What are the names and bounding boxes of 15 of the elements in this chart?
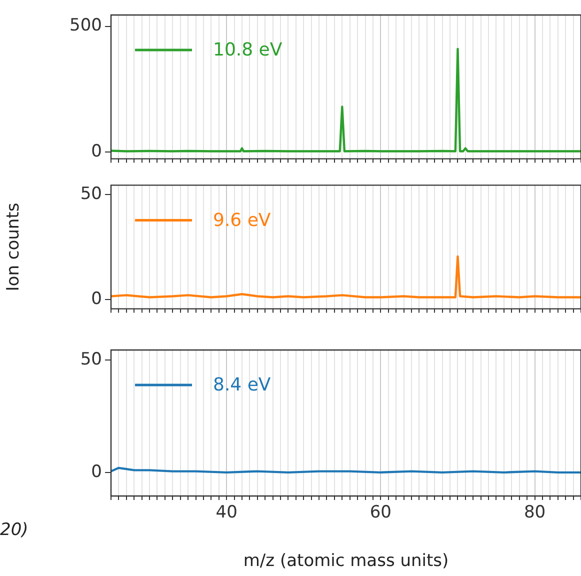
y-tick-label: 0: [91, 288, 102, 309]
legend-label: 8.4 eV: [213, 374, 272, 396]
y-tick-label: 0: [91, 462, 102, 482]
y-tick-label: 50: [80, 184, 102, 204]
x-tick-label: 60: [370, 502, 392, 523]
y-tick-label: 500: [70, 16, 102, 36]
legend-label: 9.6 eV: [213, 210, 272, 231]
x-axis-title: m/z (atomic mass units): [243, 551, 449, 572]
y-tick-label: 0: [91, 141, 102, 162]
x-tick-label: 40: [216, 502, 238, 523]
legend-label: 10.8 eV: [213, 40, 283, 61]
x-tick-label: 80: [524, 502, 546, 523]
y-tick-label: 50: [80, 350, 102, 370]
text: 20): [0, 520, 28, 540]
y-axis-title: Ion counts: [4, 202, 24, 292]
